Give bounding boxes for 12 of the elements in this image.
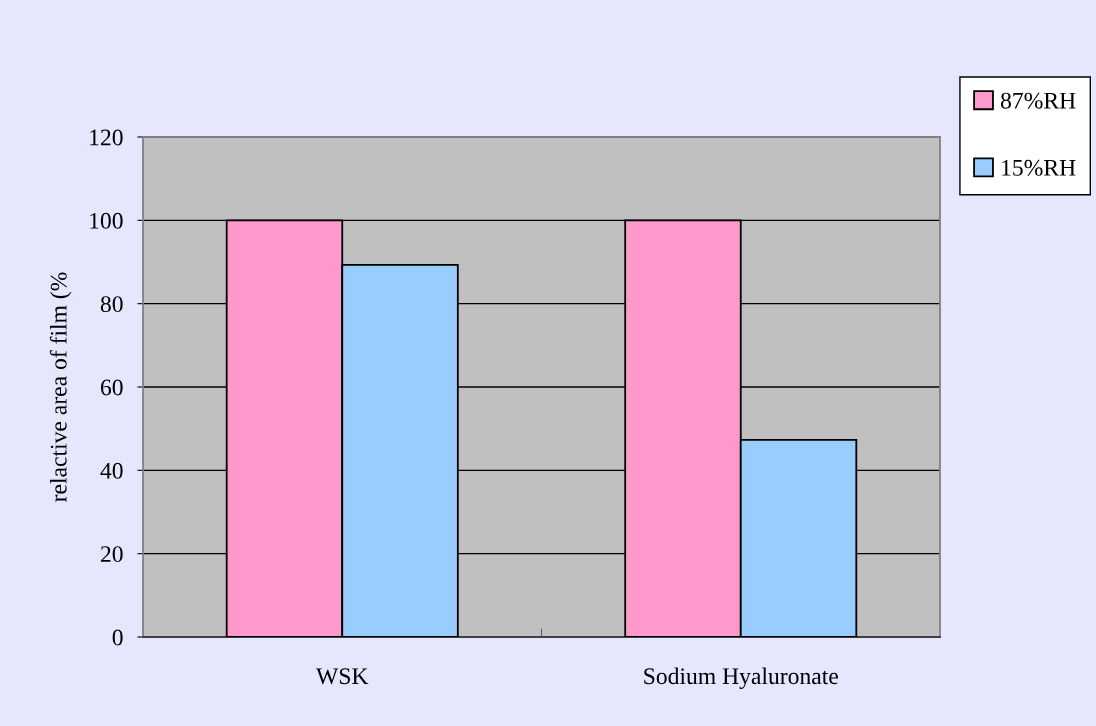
legend-label: 15%RH [1002,159,1076,176]
y-tick-label: 100 [90,212,123,229]
legend-label: 87%RH [1000,92,1076,109]
y-tick-label: 20 [100,546,123,563]
x-tick-label: Sodium Hyaluronate [644,667,838,690]
y-axis-title: relactive area of film (% [49,272,72,502]
y-tick-label: 40 [100,462,123,479]
y-tick-label: 80 [100,296,123,313]
x-tick-label: WSK [316,668,369,685]
y-tick-label: 60 [100,379,123,396]
y-tick-label: 0 [112,629,123,646]
y-tick-label: 120 [90,129,123,146]
